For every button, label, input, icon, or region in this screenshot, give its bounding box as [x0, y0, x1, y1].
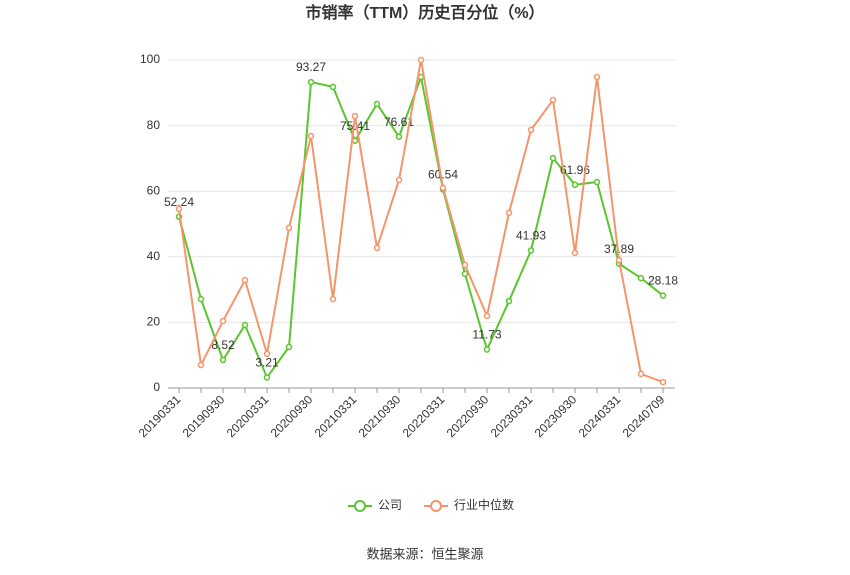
legend-label: 行业中位数 — [454, 497, 514, 512]
point — [593, 73, 601, 81]
data-label: 8.52 — [211, 338, 235, 352]
point — [307, 132, 315, 140]
data-label: 61.96 — [560, 163, 590, 177]
legend-label: 公司 — [378, 498, 402, 512]
y-tick-label: 80 — [147, 118, 161, 132]
x-tick-label: 20230930 — [532, 392, 580, 440]
x-tick-label: 20220331 — [400, 392, 448, 440]
point — [637, 370, 645, 378]
y-tick-label: 100 — [140, 52, 160, 66]
point — [461, 261, 469, 269]
data-label: 3.21 — [255, 356, 279, 370]
point — [505, 297, 513, 305]
y-tick-label: 20 — [147, 315, 161, 329]
point — [527, 126, 535, 134]
series-line — [178, 59, 664, 384]
legend-marker — [430, 500, 443, 512]
x-tick-label: 20240331 — [576, 392, 624, 440]
x-tick-label: 20240709 — [620, 392, 668, 440]
legend-marker — [354, 500, 366, 512]
x-tick-label: 20190331 — [136, 392, 184, 440]
data-label: 52.24 — [164, 195, 194, 209]
point — [461, 270, 469, 278]
point — [307, 78, 315, 86]
x-tick-label: 20210331 — [312, 392, 360, 440]
point — [549, 154, 557, 162]
point — [395, 133, 403, 140]
x-tick-label: 20210930 — [356, 392, 404, 440]
point — [373, 244, 381, 252]
data-label: 28.18 — [648, 274, 678, 288]
point — [659, 292, 667, 299]
point — [549, 96, 557, 104]
point — [395, 176, 403, 184]
data-label: 93.27 — [296, 60, 326, 74]
point — [373, 100, 381, 108]
point — [329, 295, 337, 303]
point — [659, 378, 667, 386]
point — [637, 274, 645, 282]
data-label: 60.54 — [428, 168, 458, 182]
x-tick-label: 20200331 — [224, 392, 272, 440]
point — [285, 343, 293, 351]
point — [527, 247, 535, 254]
point — [285, 224, 293, 232]
x-tick-label: 20230331 — [488, 392, 536, 440]
point — [197, 361, 205, 369]
point — [219, 356, 227, 364]
point — [615, 256, 623, 264]
point — [505, 209, 513, 217]
data-label: 11.73 — [472, 328, 501, 342]
point — [263, 350, 271, 358]
point — [417, 56, 425, 64]
point — [241, 276, 249, 284]
point — [263, 374, 271, 381]
data-label: 41.93 — [516, 229, 546, 243]
x-tick-label: 20190930 — [180, 392, 228, 440]
point — [483, 312, 491, 320]
chart-title: 市销率（TTM）历史百分位（%） — [305, 3, 544, 22]
data-label: 37.89 — [604, 242, 634, 256]
point — [351, 112, 359, 120]
x-tick-label: 20200930 — [268, 392, 316, 440]
point — [219, 317, 227, 325]
point — [439, 184, 447, 192]
point — [571, 181, 579, 189]
x-tick-label: 20220930 — [444, 392, 492, 440]
source: 数据来源：恒生聚源 — [366, 546, 483, 561]
y-tick-label: 60 — [147, 183, 161, 197]
y-tick-label: 40 — [147, 249, 161, 263]
point — [329, 83, 337, 91]
point — [175, 205, 183, 213]
y-tick-label: 0 — [153, 380, 160, 394]
point — [593, 178, 601, 186]
point — [197, 295, 205, 303]
point — [483, 346, 491, 353]
data-label: 76.61 — [384, 115, 414, 129]
point — [241, 321, 249, 329]
point — [571, 249, 579, 257]
data-label: 75.41 — [340, 119, 370, 133]
